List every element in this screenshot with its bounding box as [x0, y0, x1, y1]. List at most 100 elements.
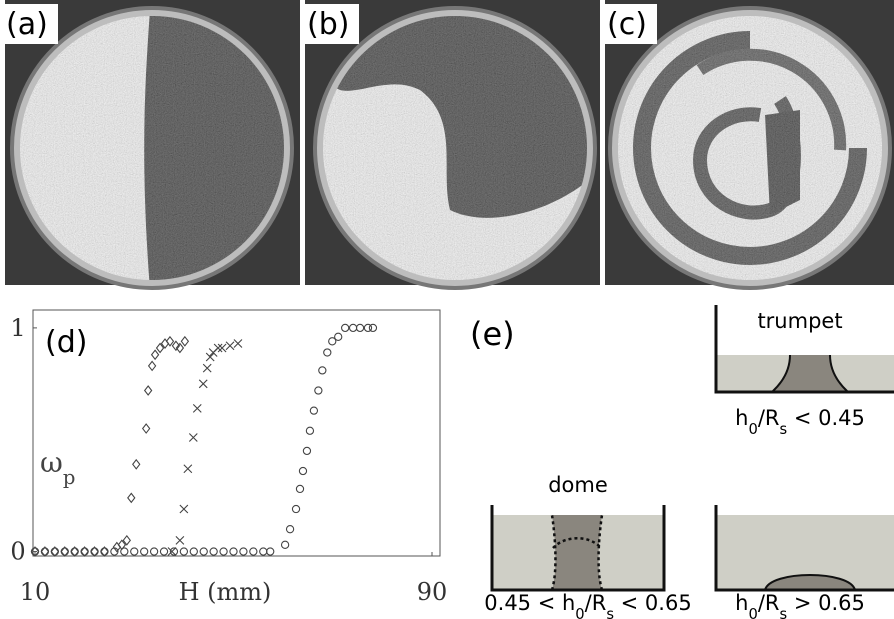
- panel-label: (d): [45, 325, 87, 360]
- diamond-marker: [165, 335, 175, 347]
- text-part: h: [735, 406, 748, 430]
- text-part: 0.45 < h: [484, 591, 575, 615]
- y-tick-label: 1: [10, 314, 25, 342]
- photo-b: [305, 0, 600, 290]
- circle-marker: [363, 323, 373, 333]
- circle-marker: [305, 426, 315, 435]
- circle-marker: [189, 547, 198, 556]
- panel-label: (e): [470, 315, 515, 353]
- diamond-marker: [143, 385, 153, 396]
- circle-marker: [50, 547, 59, 556]
- text-part: /R: [758, 406, 780, 430]
- text-part: ω: [40, 446, 63, 479]
- diagram-title: dome: [548, 473, 608, 497]
- text-part: /R: [585, 591, 607, 615]
- circle-marker: [368, 323, 378, 333]
- cross-marker: [217, 343, 227, 353]
- y-axis-label: ωp: [40, 446, 75, 489]
- circle-marker: [239, 547, 248, 556]
- cross-marker: [179, 504, 189, 514]
- circle-marker: [348, 323, 358, 333]
- cross-marker: [205, 352, 215, 362]
- condition-label: 0.45 < h0/Rs < 0.65: [484, 591, 691, 619]
- circle-marker: [280, 540, 290, 549]
- circle-marker: [199, 547, 208, 556]
- circle-marker: [341, 323, 350, 333]
- diamond-marker: [60, 546, 69, 557]
- circle-marker: [130, 547, 139, 556]
- circle-marker: [285, 525, 295, 534]
- circle-marker: [30, 547, 40, 556]
- subscript: 0: [575, 606, 584, 619]
- cross-marker: [183, 464, 193, 474]
- panel-label: (a): [6, 7, 48, 42]
- diagram: (e) trumpet h0/Rs < 0.45 dome 0.45 < h0/…: [470, 305, 894, 619]
- diamond-marker: [127, 492, 136, 504]
- diamond-marker: [100, 546, 109, 557]
- diamond-marker: [150, 349, 160, 361]
- cross-marker: [202, 363, 212, 373]
- subscript: s: [606, 606, 614, 619]
- cross-marker: [198, 379, 208, 389]
- circle-marker: [70, 547, 79, 556]
- photo-c: [605, 0, 894, 290]
- circle-marker: [314, 386, 323, 395]
- cross-marker: [192, 404, 202, 413]
- diamond-marker: [90, 546, 99, 557]
- circle-marker: [80, 547, 89, 556]
- diamond-marker: [175, 342, 185, 354]
- cross-marker: [233, 339, 243, 348]
- circle-marker: [90, 547, 99, 556]
- panel-label: (c): [607, 7, 647, 42]
- diamond-marker: [180, 335, 190, 347]
- text-part: < 0.45: [787, 406, 865, 430]
- x-tick-label: 90: [417, 578, 448, 606]
- circle-marker: [219, 547, 228, 556]
- circle-marker: [60, 547, 69, 556]
- condition-label: h0/Rs > 0.65: [735, 591, 865, 619]
- circle-marker: [229, 547, 238, 556]
- circle-marker: [266, 547, 275, 556]
- subscript: s: [779, 606, 787, 619]
- circle-marker: [209, 547, 218, 556]
- circle-marker: [295, 484, 305, 494]
- circle-marker: [249, 547, 258, 556]
- circle-marker: [110, 547, 119, 556]
- diamond-marker: [171, 340, 181, 352]
- circle-marker: [179, 547, 189, 556]
- y-tick-label: 0: [10, 538, 25, 566]
- diamond-marker: [50, 546, 60, 557]
- circle-marker: [149, 547, 159, 556]
- diamond-marker: [40, 546, 50, 557]
- text-part: > 0.65: [787, 591, 865, 615]
- text-part: h: [735, 591, 748, 615]
- subscript: 0: [748, 421, 757, 438]
- circle-marker: [355, 323, 365, 333]
- subscript: p: [63, 466, 76, 489]
- panel-label: (b): [307, 7, 349, 42]
- diamond-marker: [132, 458, 141, 470]
- diamond-marker: [147, 360, 157, 372]
- text-part: < 0.65: [614, 591, 692, 615]
- text-part: /R: [758, 591, 780, 615]
- circle-marker: [140, 547, 149, 556]
- circle-marker: [302, 446, 312, 456]
- condition-label: h0/Rs < 0.45: [735, 406, 865, 438]
- plot-frame: [32, 309, 441, 557]
- diamond-marker: [30, 546, 40, 557]
- circle-marker: [259, 547, 268, 556]
- circle-marker: [169, 547, 179, 556]
- circle-marker: [40, 547, 50, 556]
- circle-marker: [291, 504, 301, 514]
- circle-marker: [328, 337, 337, 346]
- diamond-marker: [70, 546, 79, 557]
- x-axis-label: H (mm): [179, 578, 272, 606]
- circle-marker: [100, 547, 109, 556]
- diamond-marker: [122, 534, 132, 546]
- cross-marker: [213, 343, 223, 353]
- cross-marker: [175, 535, 185, 545]
- circle-marker: [298, 466, 308, 476]
- subscript: 0: [748, 606, 757, 619]
- diamond-marker: [155, 342, 165, 354]
